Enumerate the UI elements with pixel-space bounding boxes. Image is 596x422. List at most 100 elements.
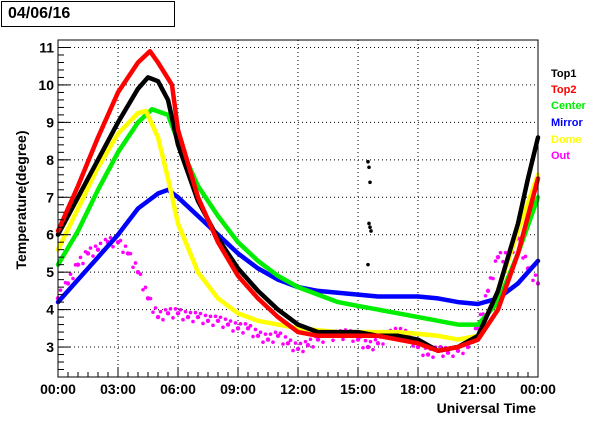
y-tick-label: 3 — [46, 339, 54, 355]
out-point — [523, 254, 528, 259]
out-point — [265, 337, 271, 342]
out-point — [483, 293, 488, 298]
out-point — [88, 246, 93, 250]
out-point — [65, 281, 71, 286]
out-point — [148, 296, 153, 301]
out-point — [245, 326, 251, 331]
out-point — [271, 340, 275, 344]
out-point — [225, 322, 231, 327]
isolated-point — [368, 180, 372, 185]
x-tick-label: 00:00 — [520, 381, 556, 397]
out-point — [153, 306, 158, 310]
out-point — [281, 342, 285, 346]
out-point — [178, 307, 183, 312]
isolated-points — [366, 159, 373, 267]
legend-entry-top2: Top2 — [551, 84, 576, 96]
out-point — [503, 250, 508, 255]
out-point — [173, 307, 178, 311]
out-point — [215, 318, 221, 324]
out-point — [308, 337, 313, 342]
out-point — [495, 254, 501, 260]
out-point — [133, 261, 138, 265]
out-point — [351, 339, 355, 344]
out-point — [188, 310, 193, 315]
out-point — [78, 255, 83, 260]
legend-entry-center: Center — [551, 100, 587, 112]
out-point — [298, 341, 303, 346]
x-tick-label: 12:00 — [280, 381, 316, 397]
out-point — [398, 326, 403, 331]
out-point — [195, 314, 201, 320]
out-point — [373, 337, 378, 342]
series-line-dome — [55, 108, 541, 342]
out-point — [251, 334, 255, 339]
out-point — [165, 311, 171, 316]
out-point — [185, 314, 191, 320]
out-point — [168, 307, 173, 311]
out-point — [138, 272, 143, 277]
out-point — [81, 261, 85, 266]
out-point — [368, 339, 373, 344]
out-point — [411, 344, 415, 348]
legend-entry-out: Out — [551, 150, 570, 162]
legend: Top1 Top2 Center Mirror Dome Out — [551, 68, 587, 162]
out-point — [285, 341, 291, 346]
out-point — [283, 335, 288, 339]
out-point — [158, 309, 163, 314]
out-point — [233, 321, 238, 325]
out-point — [455, 348, 461, 353]
series-line-top2 — [55, 48, 541, 354]
out-point — [438, 344, 443, 349]
out-point — [161, 317, 165, 322]
out-point — [68, 272, 73, 277]
out-point — [355, 337, 361, 342]
out-point — [431, 355, 435, 359]
out-point — [235, 326, 241, 331]
out-point — [208, 314, 213, 319]
out-point — [315, 337, 321, 342]
out-point — [381, 342, 385, 346]
y-tick-label: 11 — [39, 39, 54, 55]
isolated-point — [367, 165, 371, 170]
legend-entry-top1: Top1 — [551, 68, 576, 80]
out-point — [441, 354, 445, 359]
out-point — [143, 285, 148, 290]
out-point — [421, 353, 425, 358]
x-tick-label: 03:00 — [100, 381, 136, 397]
out-point — [321, 340, 325, 344]
y-tick-label: 8 — [46, 152, 54, 168]
out-point — [218, 315, 223, 320]
out-point — [211, 323, 215, 328]
out-point — [393, 326, 398, 331]
out-point — [221, 325, 225, 329]
out-point — [445, 350, 451, 355]
out-point — [85, 251, 91, 256]
out-point — [331, 338, 335, 343]
out-point — [111, 244, 115, 249]
out-point — [163, 307, 168, 312]
out-point — [371, 347, 375, 352]
x-tick-label: 06:00 — [160, 381, 196, 397]
out-point — [191, 319, 195, 324]
x-tick-label: 15:00 — [340, 381, 376, 397]
out-point — [171, 316, 175, 320]
out-point — [278, 331, 283, 335]
out-point — [311, 345, 315, 349]
y-tick-label: 6 — [46, 227, 54, 243]
out-point — [291, 348, 295, 353]
out-point — [238, 322, 243, 326]
out-point — [375, 341, 381, 346]
isolated-point — [366, 159, 370, 164]
out-point — [258, 330, 263, 335]
out-point — [361, 345, 365, 350]
out-point — [151, 310, 155, 315]
series-dome — [55, 108, 541, 342]
out-point — [103, 237, 108, 242]
out-point — [121, 250, 125, 255]
y-tick-label: 7 — [46, 189, 54, 205]
out-point — [228, 319, 233, 323]
date-label: 04/06/16 — [8, 5, 71, 22]
out-point — [248, 323, 253, 328]
